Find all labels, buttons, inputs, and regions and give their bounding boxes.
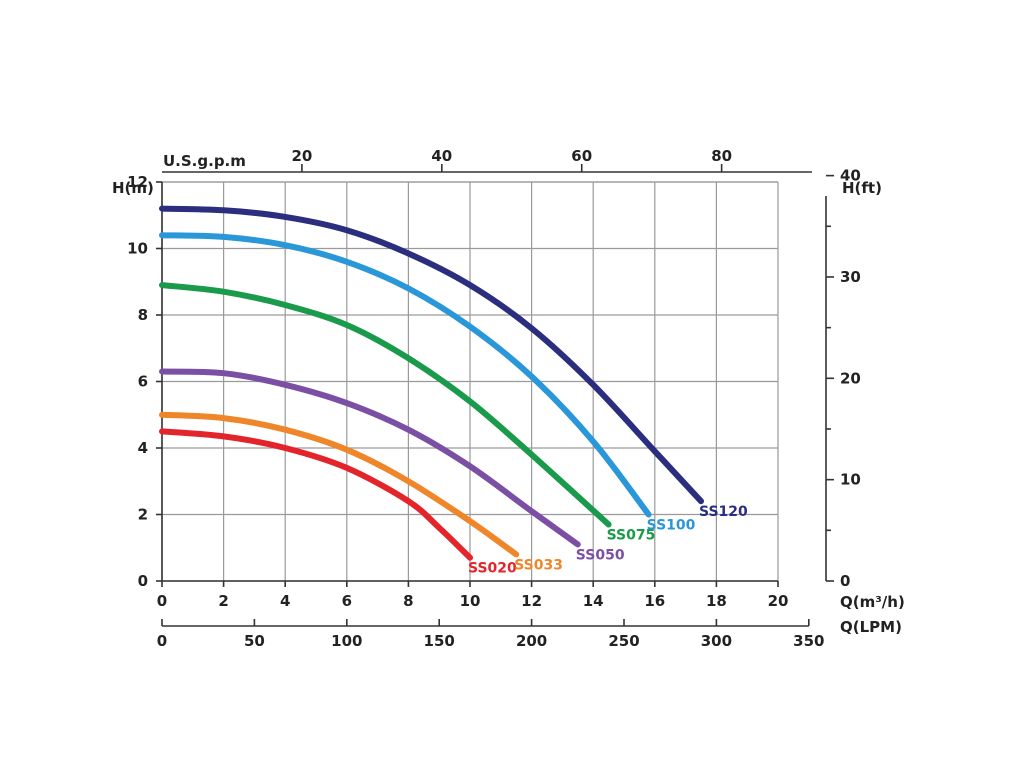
x-tick-label: 4 — [280, 592, 290, 610]
lpm-tick-label: 0 — [157, 632, 167, 650]
series-label-ss020: SS020 — [468, 561, 517, 577]
lpm-tick-label: 200 — [516, 632, 547, 650]
series-line-ss033 — [159, 411, 520, 558]
x-tick-label: 12 — [521, 592, 542, 610]
top-axis-title: U.S.g.p.m — [163, 152, 246, 170]
lpm-tick-label: 50 — [244, 632, 265, 650]
top-tick-label: 20 — [291, 147, 312, 165]
y-tick-label: 8 — [138, 306, 148, 324]
series-lines — [159, 205, 704, 561]
series-line-ss100 — [159, 232, 652, 518]
x-tick-label: 2 — [218, 592, 228, 610]
x-tick-label: 20 — [768, 592, 789, 610]
lpm-tick-label: 100 — [331, 632, 362, 650]
series-line-ss120 — [159, 205, 704, 505]
right-tick-label: 20 — [840, 369, 861, 387]
top-tick-label: 60 — [571, 147, 592, 165]
series-label-ss050: SS050 — [576, 547, 625, 563]
lpm-tick-label: 150 — [424, 632, 455, 650]
x-tick-label: 6 — [342, 592, 352, 610]
right-tick-label: 40 — [840, 167, 861, 185]
lpm-tick-label: 300 — [701, 632, 732, 650]
y-tick-label: 2 — [138, 506, 148, 524]
y-tick-label: 10 — [127, 240, 148, 258]
y-tick-label: 6 — [138, 373, 148, 391]
x-tick-label: 16 — [644, 592, 665, 610]
series-line-ss020 — [159, 428, 473, 561]
y-axis-title: H(m) — [112, 179, 154, 197]
lpm-axis-title: Q(LPM) — [840, 618, 902, 636]
y-tick-label: 0 — [138, 572, 148, 590]
series-line-ss075 — [159, 282, 612, 528]
y-tick-label: 4 — [138, 439, 148, 457]
axes — [156, 164, 834, 627]
series-label-ss100: SS100 — [647, 518, 696, 534]
top-tick-label: 40 — [431, 147, 452, 165]
series-label-ss120: SS120 — [699, 504, 748, 520]
right-tick-label: 0 — [840, 572, 850, 590]
x-tick-label: 18 — [706, 592, 727, 610]
right-axis-title: H(ft) — [842, 179, 882, 197]
right-tick-label: 10 — [840, 471, 861, 489]
series-label-ss075: SS075 — [607, 527, 656, 543]
lpm-tick-label: 250 — [608, 632, 639, 650]
top-tick-label: 80 — [711, 147, 732, 165]
x-tick-label: 0 — [157, 592, 167, 610]
x-tick-label: 14 — [583, 592, 604, 610]
y-tick-label: 12 — [127, 173, 148, 191]
x-axis-title: Q(m³/h) — [840, 593, 905, 611]
x-tick-label: 8 — [403, 592, 413, 610]
lpm-tick-label: 350 — [793, 632, 824, 650]
right-tick-label: 30 — [840, 268, 861, 286]
series-label-ss033: SS033 — [514, 557, 563, 573]
series-line-ss050 — [159, 368, 581, 548]
x-tick-label: 10 — [460, 592, 481, 610]
